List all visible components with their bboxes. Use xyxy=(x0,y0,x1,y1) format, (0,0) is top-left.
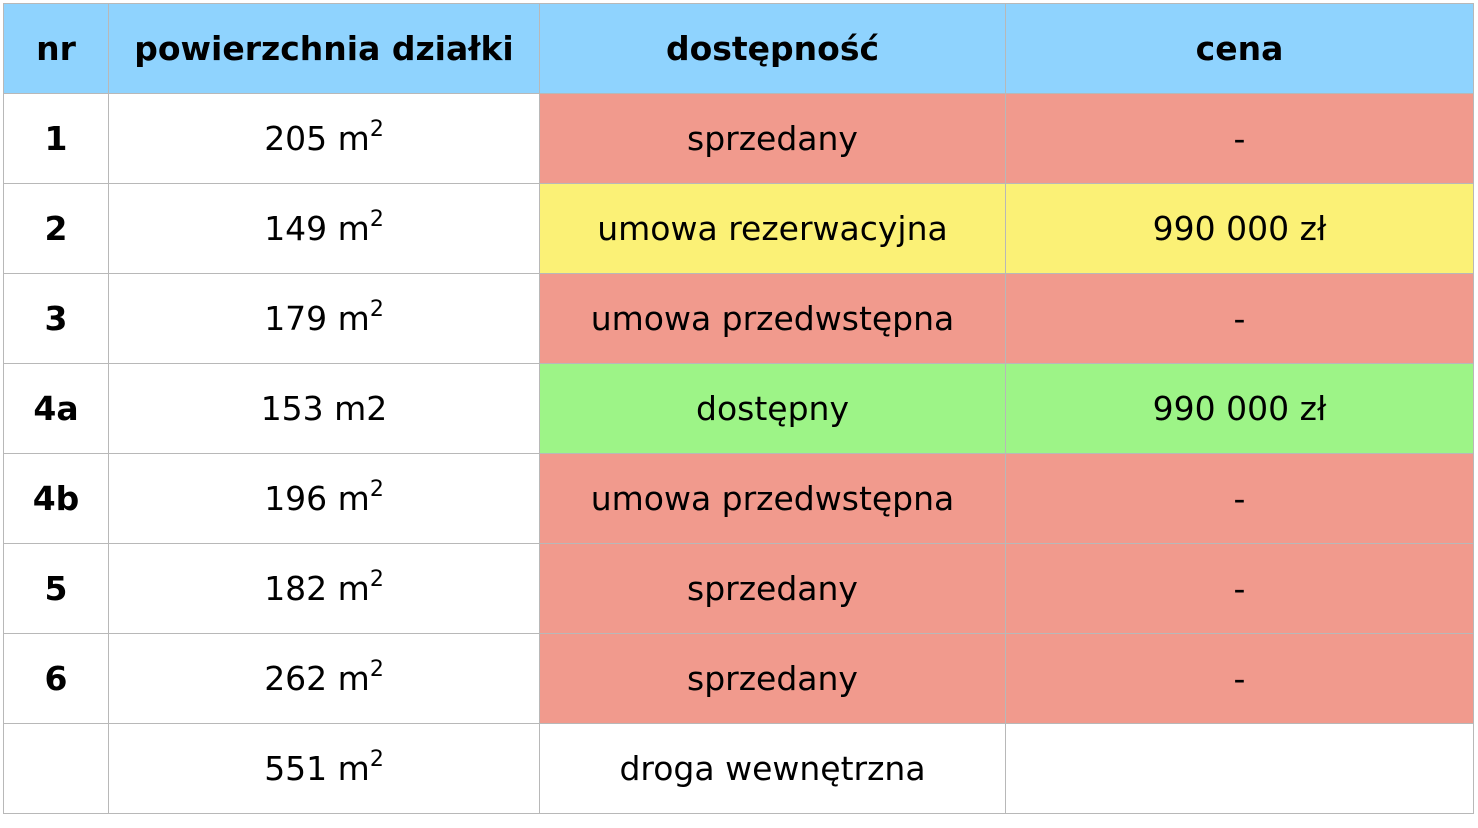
cell-area: 182 m2 xyxy=(108,543,540,634)
cell-status: umowa przedwstępna xyxy=(539,273,1006,364)
plots-table-container: nr powierzchnia działki dostępność cena … xyxy=(3,3,1474,814)
table-row: 1 205 m2 sprzedany - xyxy=(3,93,1474,184)
table-row: 4b 196 m2 umowa przedwstępna - xyxy=(3,453,1474,544)
cell-nr: 6 xyxy=(3,633,109,724)
header-price: cena xyxy=(1005,3,1474,94)
cell-status: dostępny xyxy=(539,363,1006,454)
area-value: 196 m xyxy=(264,479,370,518)
area-value: 153 m2 xyxy=(260,389,388,428)
cell-nr: 5 xyxy=(3,543,109,634)
area-value: 149 m xyxy=(264,209,370,248)
area-unit-exponent: 2 xyxy=(369,747,384,772)
cell-status: umowa rezerwacyjna xyxy=(539,183,1006,274)
cell-price: - xyxy=(1005,453,1474,544)
area-unit-exponent: 2 xyxy=(369,207,384,232)
area-value: 182 m xyxy=(264,569,370,608)
cell-area: 153 m2 xyxy=(108,363,540,454)
area-value: 179 m xyxy=(264,299,370,338)
cell-nr: 2 xyxy=(3,183,109,274)
area-unit-exponent: 2 xyxy=(369,297,384,322)
header-row: nr powierzchnia działki dostępność cena xyxy=(3,3,1474,94)
cell-price: - xyxy=(1005,93,1474,184)
cell-status: droga wewnętrzna xyxy=(539,723,1006,814)
cell-area: 551 m2 xyxy=(108,723,540,814)
cell-nr xyxy=(3,723,109,814)
cell-price: - xyxy=(1005,633,1474,724)
header-status: dostępność xyxy=(539,3,1006,94)
cell-area: 196 m2 xyxy=(108,453,540,544)
plots-table: nr powierzchnia działki dostępność cena … xyxy=(3,3,1474,814)
area-unit-exponent: 2 xyxy=(369,657,384,682)
header-area: powierzchnia działki xyxy=(108,3,540,94)
cell-nr: 4a xyxy=(3,363,109,454)
header-nr: nr xyxy=(3,3,109,94)
table-row: 5 182 m2 sprzedany - xyxy=(3,543,1474,634)
cell-price xyxy=(1005,723,1474,814)
cell-price: - xyxy=(1005,273,1474,364)
table-row: 2 149 m2 umowa rezerwacyjna 990 000 zł xyxy=(3,183,1474,274)
cell-area: 149 m2 xyxy=(108,183,540,274)
cell-price: - xyxy=(1005,543,1474,634)
cell-nr: 3 xyxy=(3,273,109,364)
table-row: 551 m2 droga wewnętrzna xyxy=(3,723,1474,814)
cell-status: umowa przedwstępna xyxy=(539,453,1006,544)
area-value: 551 m xyxy=(264,749,370,788)
cell-price: 990 000 zł xyxy=(1005,183,1474,274)
cell-nr: 4b xyxy=(3,453,109,544)
cell-area: 205 m2 xyxy=(108,93,540,184)
cell-status: sprzedany xyxy=(539,543,1006,634)
table-row: 4a 153 m2 dostępny 990 000 zł xyxy=(3,363,1474,454)
cell-price: 990 000 zł xyxy=(1005,363,1474,454)
cell-area: 179 m2 xyxy=(108,273,540,364)
cell-status: sprzedany xyxy=(539,633,1006,724)
area-value: 205 m xyxy=(264,119,370,158)
area-unit-exponent: 2 xyxy=(369,567,384,592)
area-unit-exponent: 2 xyxy=(369,477,384,502)
area-unit-exponent: 2 xyxy=(369,117,384,142)
cell-area: 262 m2 xyxy=(108,633,540,724)
cell-nr: 1 xyxy=(3,93,109,184)
table-row: 3 179 m2 umowa przedwstępna - xyxy=(3,273,1474,364)
table-row: 6 262 m2 sprzedany - xyxy=(3,633,1474,724)
cell-status: sprzedany xyxy=(539,93,1006,184)
area-value: 262 m xyxy=(264,659,370,698)
